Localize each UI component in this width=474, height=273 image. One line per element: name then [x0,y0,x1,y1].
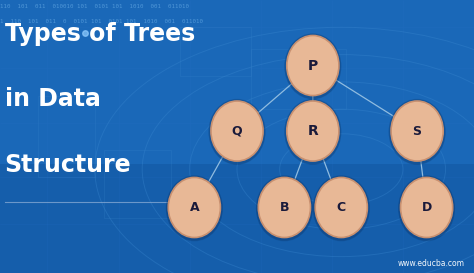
Ellipse shape [258,177,310,238]
Text: www.educba.com: www.educba.com [398,259,465,268]
Ellipse shape [398,175,455,241]
Ellipse shape [209,99,265,164]
Text: D: D [421,201,432,214]
Text: 1  110  101  011  0  0101 101  0101 101  1010  001  011010: 1 110 101 011 0 0101 101 0101 101 1010 0… [0,19,203,24]
Ellipse shape [284,34,341,99]
Ellipse shape [166,176,223,241]
Ellipse shape [211,101,263,161]
Text: B: B [280,201,289,214]
Bar [0,164,474,273]
Text: C: C [337,201,346,214]
Ellipse shape [401,177,453,238]
Ellipse shape [209,99,265,165]
Text: 110  101  011  010010 101  0101 101  1010  001  011010: 110 101 011 010010 101 0101 101 1010 001… [0,4,189,9]
Text: R: R [308,124,318,138]
Ellipse shape [168,177,220,238]
Text: Q: Q [232,124,242,138]
Ellipse shape [256,175,313,241]
Ellipse shape [284,33,341,99]
Ellipse shape [389,99,446,164]
Ellipse shape [284,99,341,164]
Bar [38,96,95,177]
Bar [251,49,346,109]
Ellipse shape [315,177,367,238]
Ellipse shape [284,99,341,165]
Ellipse shape [166,175,223,241]
Text: Structure: Structure [5,153,131,177]
Ellipse shape [389,99,446,165]
Ellipse shape [391,101,443,161]
Ellipse shape [398,176,455,241]
Text: Types of Trees: Types of Trees [5,22,195,46]
Text: P: P [308,58,318,73]
Ellipse shape [313,176,370,241]
Text: S: S [413,124,421,138]
Bar [104,150,171,218]
Ellipse shape [313,175,370,241]
Ellipse shape [287,35,339,96]
Text: A: A [190,201,199,214]
Ellipse shape [287,101,339,161]
Bar [180,27,251,76]
Text: in Data: in Data [5,87,100,111]
Ellipse shape [256,176,313,241]
